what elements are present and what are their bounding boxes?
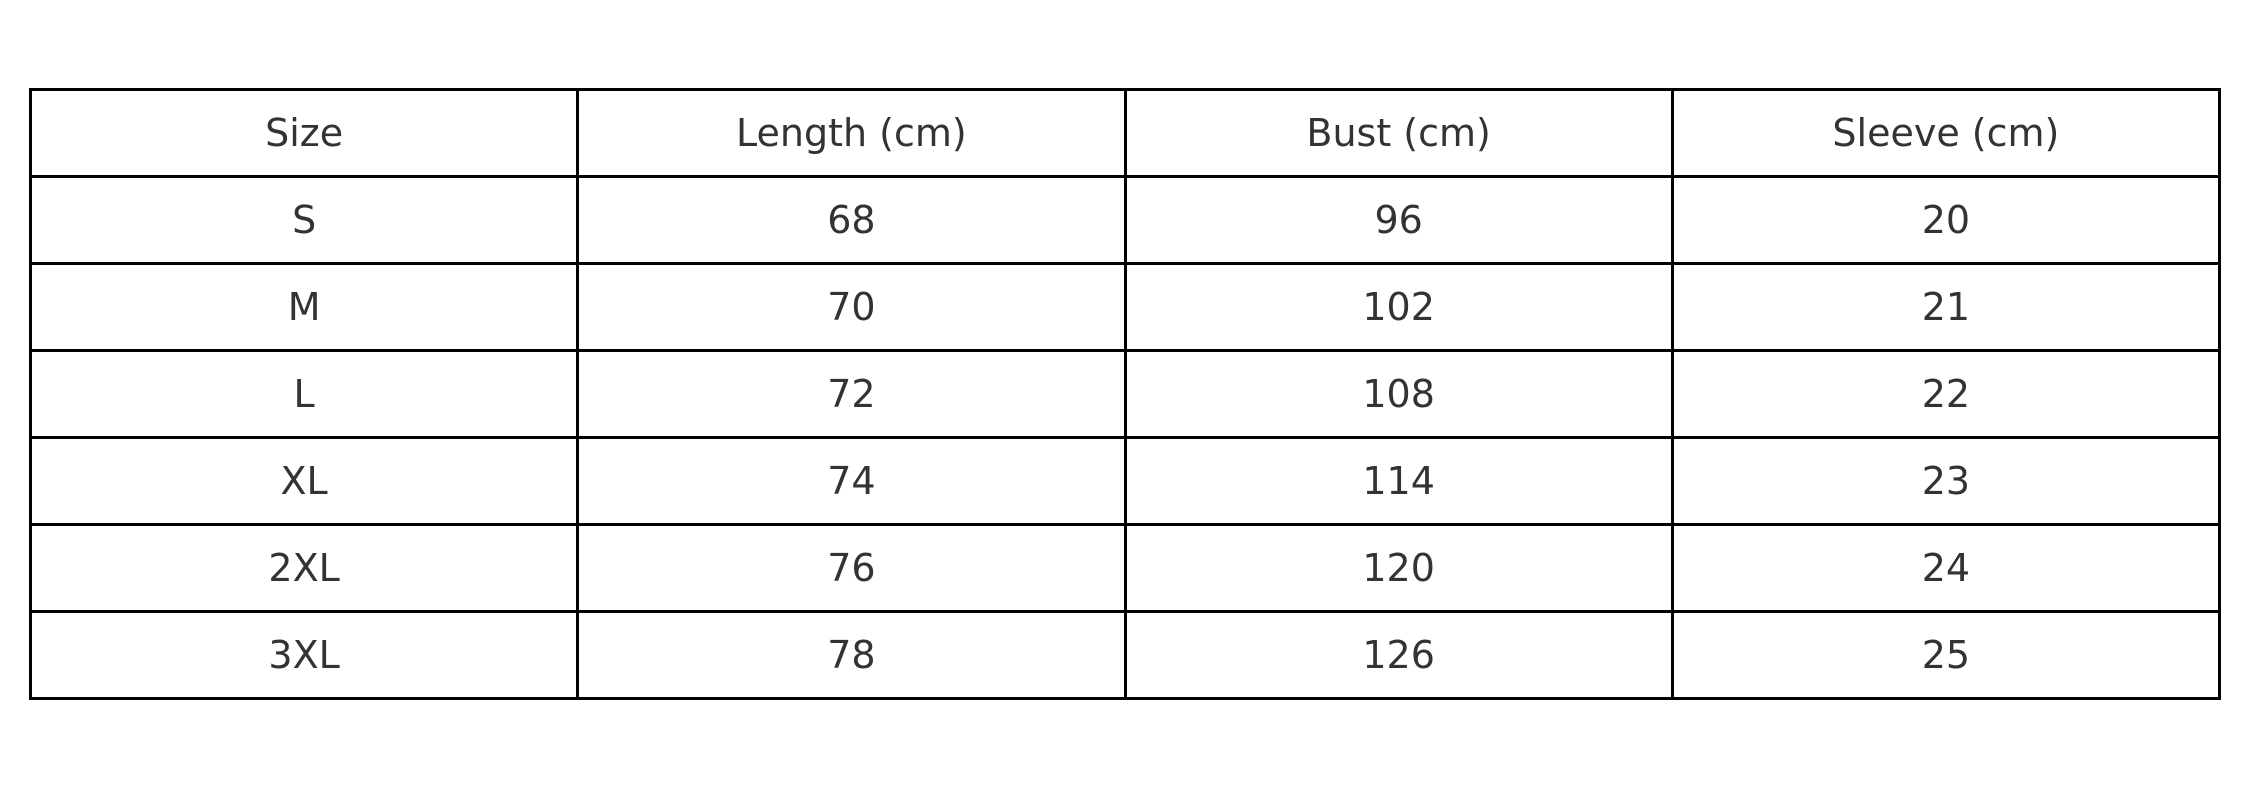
cell-sleeve: 21 bbox=[1670, 262, 2222, 352]
cell-size: S bbox=[28, 175, 580, 265]
cell-size: XL bbox=[28, 436, 580, 526]
cell-bust: 120 bbox=[1123, 523, 1674, 613]
header-bust: Bust (cm) bbox=[1123, 88, 1674, 178]
cell-sleeve: 25 bbox=[1670, 610, 2222, 700]
cell-bust: 126 bbox=[1123, 610, 1674, 700]
cell-length: 72 bbox=[576, 349, 1127, 439]
cell-size: 3XL bbox=[28, 610, 580, 700]
header-row: Size Length (cm) Bust (cm) Sleeve (cm) bbox=[28, 88, 2222, 178]
cell-length: 74 bbox=[576, 436, 1127, 526]
cell-size: 2XL bbox=[28, 523, 580, 613]
cell-sleeve: 20 bbox=[1670, 175, 2222, 265]
cell-bust: 96 bbox=[1123, 175, 1674, 265]
table-row: XL 74 114 23 bbox=[28, 436, 2222, 526]
table-row: M 70 102 21 bbox=[28, 262, 2222, 352]
table-row: S 68 96 20 bbox=[28, 175, 2222, 265]
header-length: Length (cm) bbox=[576, 88, 1127, 178]
cell-length: 78 bbox=[576, 610, 1127, 700]
cell-sleeve: 22 bbox=[1670, 349, 2222, 439]
cell-size: M bbox=[28, 262, 580, 352]
cell-length: 76 bbox=[576, 523, 1127, 613]
header-sleeve: Sleeve (cm) bbox=[1670, 88, 2222, 178]
header-size: Size bbox=[28, 88, 580, 178]
cell-sleeve: 24 bbox=[1670, 523, 2222, 613]
table-row: L 72 108 22 bbox=[28, 349, 2222, 439]
cell-length: 68 bbox=[576, 175, 1127, 265]
size-chart-table: Size Length (cm) Bust (cm) Sleeve (cm) S… bbox=[28, 88, 2222, 700]
cell-bust: 114 bbox=[1123, 436, 1674, 526]
cell-sleeve: 23 bbox=[1670, 436, 2222, 526]
cell-length: 70 bbox=[576, 262, 1127, 352]
cell-bust: 108 bbox=[1123, 349, 1674, 439]
cell-bust: 102 bbox=[1123, 262, 1674, 352]
table-row: 2XL 76 120 24 bbox=[28, 523, 2222, 613]
table-row: 3XL 78 126 25 bbox=[28, 610, 2222, 700]
cell-size: L bbox=[28, 349, 580, 439]
